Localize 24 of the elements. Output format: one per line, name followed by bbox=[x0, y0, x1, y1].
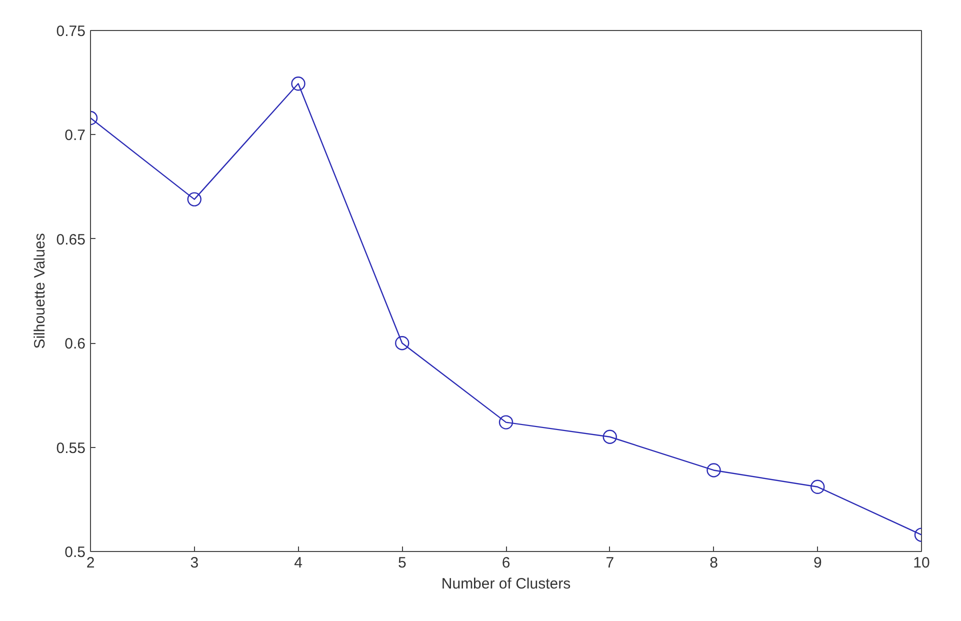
x-tick-label: 9 bbox=[813, 554, 822, 572]
y-tick-label: 0.7 bbox=[64, 127, 86, 144]
y-tick-label: 0.6 bbox=[64, 336, 86, 353]
point bbox=[498, 415, 514, 430]
x-tick-label: 10 bbox=[913, 554, 930, 572]
x-axis-title: Number of Clusters bbox=[441, 576, 571, 592]
x-tick-label: 4 bbox=[294, 554, 302, 572]
x-tick-label: 2 bbox=[86, 554, 95, 572]
y-axis-title: Silhouette Values bbox=[31, 233, 48, 349]
y-tick-label: 0.5 bbox=[64, 544, 86, 561]
point bbox=[187, 192, 202, 206]
point bbox=[395, 336, 410, 350]
y-tick-label: 0.65 bbox=[56, 231, 86, 248]
point bbox=[291, 76, 306, 91]
x-tick-label: 3 bbox=[190, 554, 199, 572]
x-tick-label: 5 bbox=[398, 554, 406, 572]
point bbox=[602, 430, 617, 444]
y-tick-label: 0.75 bbox=[56, 23, 86, 40]
y-tick-label: 0.55 bbox=[56, 440, 86, 457]
x-tick-label: 7 bbox=[606, 554, 614, 572]
point bbox=[810, 480, 825, 494]
x-tick-label: 6 bbox=[502, 554, 510, 572]
x-tick-label: 8 bbox=[710, 554, 718, 572]
point bbox=[706, 463, 721, 478]
